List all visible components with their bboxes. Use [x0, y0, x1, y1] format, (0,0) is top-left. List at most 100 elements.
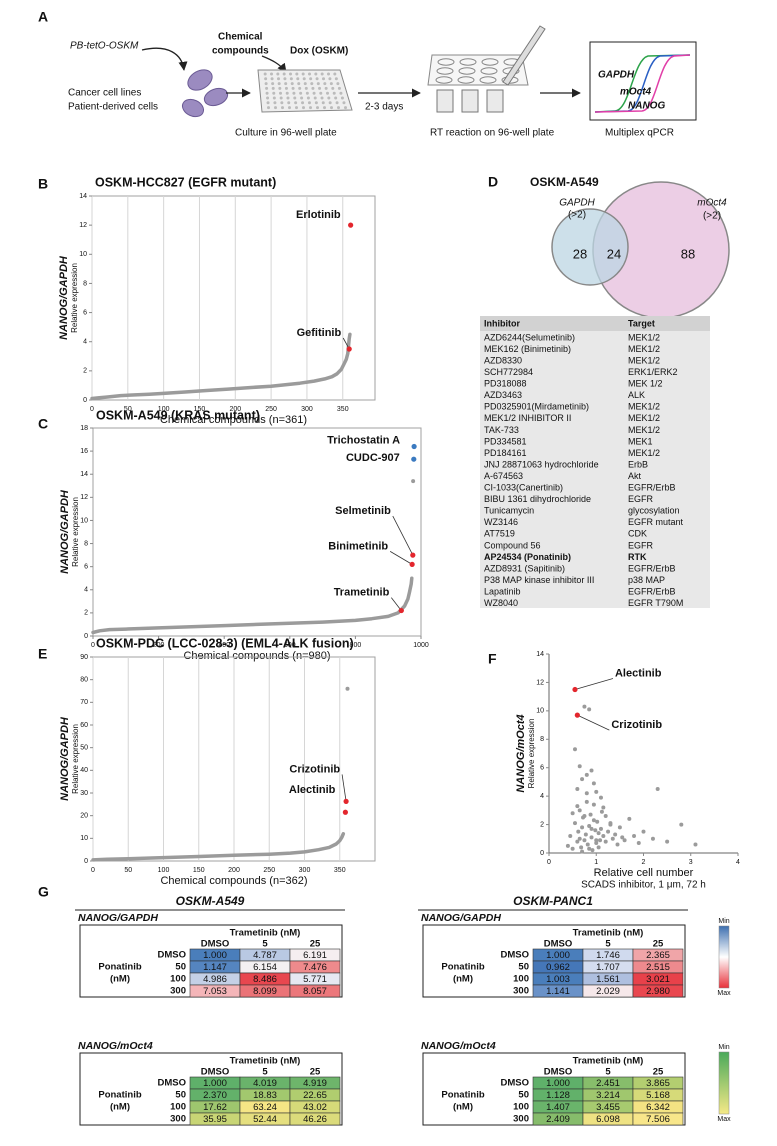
highlight-label: Alectinib: [289, 784, 336, 796]
well: [327, 72, 330, 76]
target-cell: RTK: [628, 552, 647, 562]
well: [299, 91, 303, 95]
y-tick-label: 70: [80, 699, 88, 706]
table-header: Inhibitor: [484, 318, 520, 328]
highlight-point: [410, 552, 416, 558]
inhibitor-cell: PD0325901(Mirdametinib): [484, 402, 589, 412]
x-tick-label: 3: [689, 859, 693, 866]
y-tick-label: 6: [83, 309, 87, 316]
x-axis-label: Chemical compounds (n=980): [183, 650, 330, 662]
inhibitor-cell: PD184161: [484, 448, 527, 458]
data-point: [580, 777, 585, 782]
well: [291, 86, 295, 90]
block-title: OSKM-PANC1: [513, 894, 593, 908]
x-tick-label: 250: [265, 406, 277, 413]
column-label: DMSO: [544, 1067, 573, 1078]
y-tick-label: 12: [80, 494, 88, 501]
well: [324, 86, 328, 90]
plate-wells: [263, 72, 347, 110]
y-tick-label: 0: [84, 633, 88, 640]
data-point: [577, 764, 582, 769]
cell-value: 5.771: [303, 974, 327, 985]
y-tick-label: 12: [536, 679, 544, 686]
cell-value: 1.003: [546, 974, 570, 985]
y-tick-label: 4: [83, 339, 87, 346]
venn-count: 88: [681, 246, 695, 261]
well: [279, 91, 282, 95]
well: [330, 106, 333, 110]
x-axis-label: Chemical compounds (n=362): [160, 875, 307, 887]
y-tick-label: 90: [80, 654, 88, 661]
row-header: (nM): [110, 1102, 130, 1113]
data-point: [582, 838, 587, 843]
cell-value: 46.26: [303, 1114, 327, 1125]
well: [287, 101, 291, 105]
well: [280, 101, 284, 105]
data-point: [584, 799, 589, 804]
cell-value: 8.099: [253, 986, 277, 997]
duration-label: 2-3 days: [365, 102, 403, 113]
y-tick-label: 0: [540, 850, 544, 857]
highlight-label: CUDC-907: [346, 452, 400, 464]
well: [306, 96, 310, 100]
y-tick-label: 4: [84, 587, 88, 594]
y-axis-sublabel: Relative expression: [71, 497, 80, 567]
data-point: [568, 833, 573, 838]
highlight-point: [574, 712, 580, 718]
well: [270, 77, 274, 81]
cell-value: 0.962: [546, 962, 570, 973]
well: [457, 76, 475, 84]
leader-line: [392, 515, 414, 556]
well: [308, 72, 311, 76]
y-tick-label: 8: [540, 736, 544, 743]
well: [322, 77, 325, 81]
y-tick-label: 30: [80, 790, 88, 797]
well: [266, 101, 270, 105]
inhibitor-cell: Compound 56: [484, 540, 541, 550]
well: [289, 72, 292, 76]
data-point: [589, 768, 594, 773]
highlight-label: Crizotinib: [289, 763, 340, 775]
x-tick-label: 350: [337, 406, 349, 413]
data-point: [580, 849, 585, 854]
well: [276, 72, 280, 76]
well: [459, 58, 477, 66]
well: [335, 101, 339, 105]
well: [328, 101, 332, 105]
data-point: [582, 704, 587, 709]
y-tick-label: 10: [79, 251, 87, 258]
y-tick-label: 10: [536, 708, 544, 715]
highlight-point: [411, 456, 417, 462]
row-header: (nM): [110, 974, 130, 985]
color-scale: [718, 1051, 730, 1115]
inhibitor-cell: AT7519: [484, 529, 515, 539]
cell-icon: [187, 69, 213, 91]
data-point: [608, 821, 613, 826]
data-point: [620, 835, 625, 840]
cell-value: 22.65: [303, 1090, 327, 1101]
well: [328, 77, 332, 81]
data-point: [591, 781, 596, 786]
y-tick-label: 50: [80, 745, 88, 752]
well: [302, 77, 306, 81]
well: [301, 72, 305, 76]
data-point: [617, 825, 622, 830]
y-tick-label: 6: [540, 765, 544, 772]
target-cell: MEK1: [628, 436, 653, 446]
scale-max: Max: [717, 990, 731, 997]
cell-value: 17.62: [203, 1102, 227, 1113]
cell-value: 4.019: [253, 1078, 277, 1089]
heat-cell: [632, 1112, 684, 1126]
column-label: 25: [653, 939, 664, 950]
row-label: 300: [170, 986, 186, 997]
cell-value: 3.865: [646, 1078, 670, 1089]
row-label: 50: [175, 1090, 186, 1101]
row-label: 100: [170, 974, 186, 985]
well: [312, 91, 316, 95]
step-label: Culture in 96-well plate: [235, 128, 337, 139]
set-label: mOct4: [697, 198, 727, 209]
well: [295, 72, 299, 76]
y-tick-label: 14: [536, 651, 544, 658]
highlight-point: [343, 798, 349, 804]
well: [326, 91, 329, 95]
